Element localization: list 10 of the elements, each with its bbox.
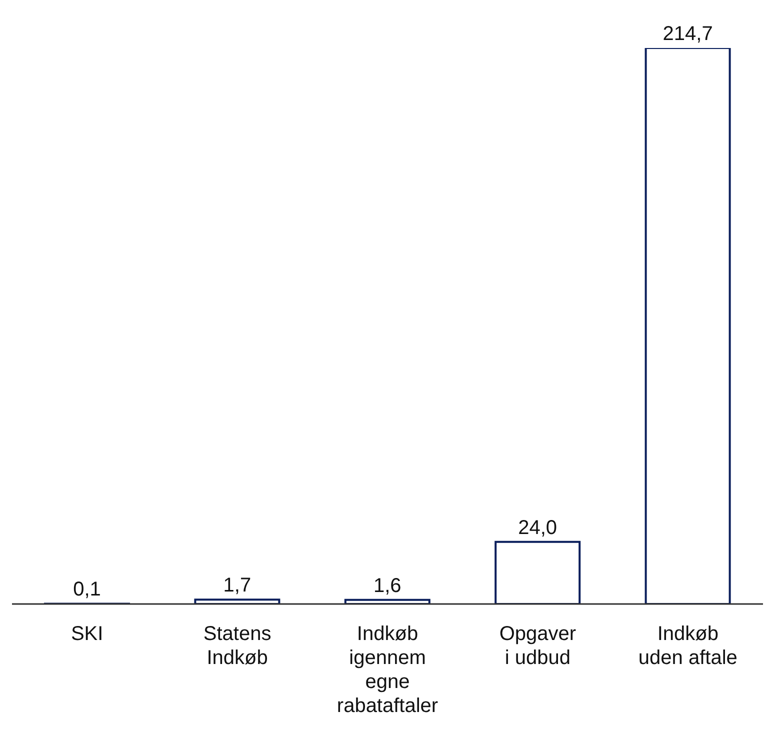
x-tick-label: SKI [70,623,104,645]
data-label: 0,1 [73,578,101,601]
x-tick-label: Opgaver i udbud [499,623,576,669]
x-tick-label: Indkøb uden aftale [638,623,738,669]
x-tick-label: Indkøb igennem egne rabataftaler [336,623,438,717]
data-label: 1,6 [373,574,402,597]
data-label: 1,7 [223,574,252,597]
x-tick-label: Statens Indkøb [203,623,272,669]
data-label: 24,0 [518,516,558,539]
data-label: 214,7 [662,23,713,45]
